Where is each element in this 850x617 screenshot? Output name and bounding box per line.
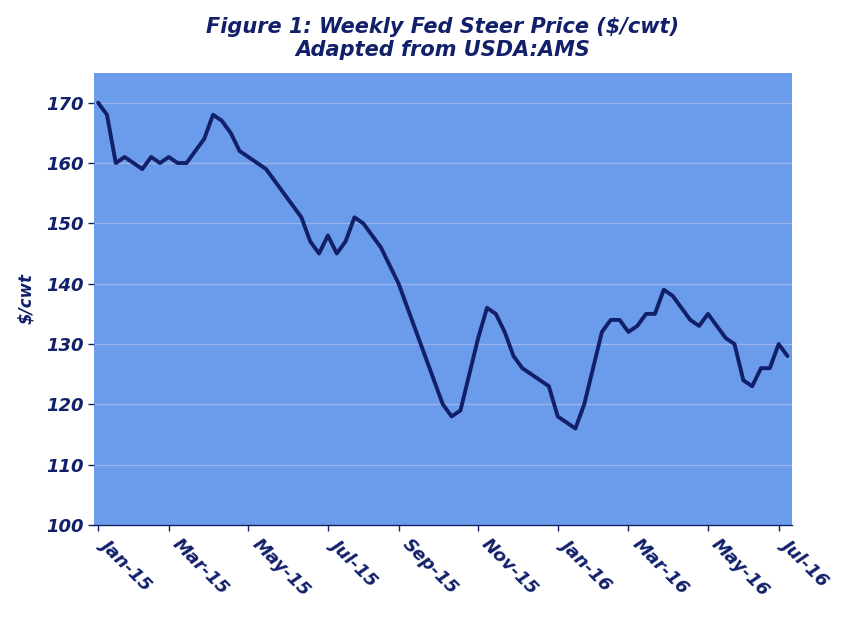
Title: Figure 1: Weekly Fed Steer Price ($/cwt)
Adapted from USDA:AMS: Figure 1: Weekly Fed Steer Price ($/cwt)… bbox=[207, 17, 679, 60]
Y-axis label: $/cwt: $/cwt bbox=[17, 273, 35, 325]
